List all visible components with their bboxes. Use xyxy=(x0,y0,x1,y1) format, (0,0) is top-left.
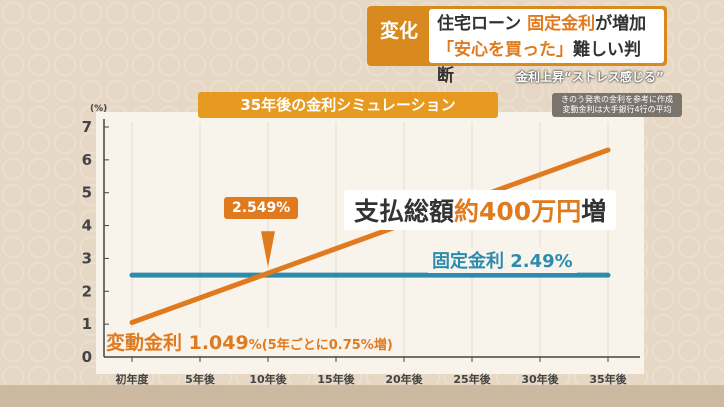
total-b: 約400万円 xyxy=(454,197,582,226)
y-tick-label: 1 xyxy=(82,315,92,333)
total-c: 増 xyxy=(581,197,607,226)
x-tick-label: 30年後 xyxy=(521,372,559,386)
variable-rate-line xyxy=(129,147,611,326)
headline-2b: 難しい判断 xyxy=(437,40,641,86)
y-tick-label: 4 xyxy=(82,217,92,235)
topic-tag: 変化 xyxy=(379,20,418,42)
total-a: 支払総額 xyxy=(354,197,455,226)
y-tick-label: 5 xyxy=(82,184,92,202)
x-tick-label: 35年後 xyxy=(589,372,627,386)
crossover-callout: 2.549% xyxy=(224,197,299,219)
x-tick-label: 5年後 xyxy=(185,372,216,386)
x-tick-label: 20年後 xyxy=(385,372,423,386)
x-tick-label: 10年後 xyxy=(249,372,287,386)
y-tick-label: 3 xyxy=(82,249,92,267)
x-tick-label: 初年度 xyxy=(116,372,150,386)
headline-1c: が増加 xyxy=(595,14,647,34)
x-tick-label: 15年後 xyxy=(317,372,355,386)
note-line-1: きのう発表の金利を参考に作成 xyxy=(561,95,673,104)
variable-main: 変動金利 1.049 xyxy=(106,332,249,354)
fixed-rate-label: 固定金利 2.49% xyxy=(428,247,577,273)
x-tick-label: 25年後 xyxy=(453,372,491,386)
subheadline: 金利上昇“ストレス感じる” xyxy=(516,70,664,84)
headline-box: 変化 住宅ローン 固定金利が増加 「安心を買った」難しい判断 xyxy=(367,6,667,86)
y-tick-label: 6 xyxy=(82,151,92,169)
y-axis-label: (%) xyxy=(90,104,107,114)
y-tick-label: 2 xyxy=(82,282,92,300)
callout-pointer xyxy=(261,231,275,268)
floor xyxy=(0,385,724,407)
variable-small: %(5年ごとに0.75%増) xyxy=(248,338,393,353)
y-tick-label: 7 xyxy=(82,118,92,136)
y-tick-label: 0 xyxy=(82,348,92,366)
headline-2a: 「安心を買った」 xyxy=(437,40,573,60)
headline-1b: 固定金利 xyxy=(527,14,596,34)
source-note: きのう発表の金利を参考に作成 変動金利は大手銀行4行の平均 xyxy=(552,93,682,117)
note-line-2: 変動金利は大手銀行4行の平均 xyxy=(562,105,672,114)
headline-1a: 住宅ローン xyxy=(437,14,528,34)
chart-title: 35年後の金利シミュレーション xyxy=(198,92,498,118)
total-increase: 支払総額約400万円増 xyxy=(344,190,617,230)
variable-rate-label: 変動金利 1.049%(5年ごとに0.75%増) xyxy=(106,328,393,355)
